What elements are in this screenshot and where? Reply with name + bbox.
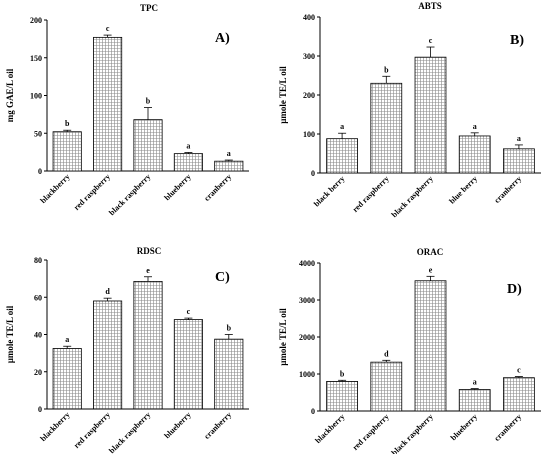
category-label: blueberry: [163, 172, 193, 202]
category-label: red raspberry: [351, 412, 391, 452]
y-tick-label: 4000: [299, 259, 315, 268]
chart-panel-orac: 0 1000 2000 3000 4000 ORAC D) µmole TE/L oil b bl…: [278, 247, 541, 454]
bar-3: [414, 56, 447, 174]
y-tick-label: 1000: [299, 370, 315, 379]
category-label: blackberry: [313, 412, 346, 445]
y-tick-label: 200: [30, 16, 42, 25]
significance-label: a: [340, 122, 344, 131]
category-label: blue berry: [447, 174, 479, 206]
bar-3: [133, 119, 163, 172]
bar-4: [458, 135, 491, 174]
y-tick-label: 400: [303, 13, 315, 22]
significance-label: d: [105, 287, 110, 296]
panel-letter: B): [510, 33, 524, 48]
category-label: black berry: [312, 174, 346, 208]
y-tick-label: 50: [34, 129, 42, 138]
category-label: blackberry: [39, 410, 72, 443]
panel-letter: D): [507, 282, 522, 297]
y-axis-label: mg GAE/L oil: [5, 68, 15, 122]
y-tick-label: 0: [38, 167, 42, 176]
y-tick-label: 40: [34, 331, 42, 340]
category-label: cranberry: [202, 410, 233, 441]
significance-label: d: [384, 349, 389, 358]
bar-4: [173, 153, 203, 172]
bar-1: [52, 348, 82, 410]
significance-label: a: [473, 122, 477, 131]
chart-title: RDSC: [137, 246, 162, 256]
y-tick-label: 100: [303, 130, 315, 139]
bar-1: [326, 138, 358, 174]
significance-label: b: [146, 97, 151, 106]
significance-label: b: [65, 119, 70, 128]
significance-label: b: [340, 369, 345, 378]
significance-label: a: [227, 149, 231, 158]
bar-5: [503, 148, 535, 174]
chart-title: ORAC: [417, 247, 444, 257]
category-label: red raspberry: [72, 410, 112, 450]
category-label: black raspberry: [390, 174, 435, 219]
chart-title: TPC: [140, 3, 158, 13]
significance-label: c: [187, 307, 191, 316]
category-label: black raspberry: [107, 172, 152, 217]
bar-2: [370, 361, 403, 412]
y-tick-label: 0: [311, 169, 315, 178]
chart-panel-tpc: 0 50 100 150 200 TPC A) mg GAE/L oil b blackberry…: [5, 3, 249, 217]
category-label: blueberry: [163, 410, 193, 440]
y-tick-label: 0: [38, 405, 42, 414]
significance-label: a: [65, 335, 69, 344]
y-tick-label: 0: [311, 407, 315, 416]
significance-label: c: [517, 366, 521, 375]
bar-1: [326, 380, 358, 412]
significance-label: c: [106, 24, 110, 33]
category-label: black raspberry: [107, 410, 152, 454]
bar-2: [370, 82, 403, 174]
significance-label: b: [227, 324, 232, 333]
y-tick-label: 100: [30, 92, 42, 101]
significance-label: c: [429, 36, 433, 45]
y-axis-label: µmole TE/L oil: [278, 308, 288, 366]
significance-label: a: [186, 142, 190, 151]
bar-3: [133, 281, 163, 410]
chart-panel-abts: 0 100 200 300 400 ABTS B) µmole TE/L oil a black …: [278, 1, 541, 219]
bar-4: [173, 319, 203, 410]
bar-4: [458, 389, 491, 412]
bar-2: [93, 36, 123, 172]
category-label: cranberry: [202, 172, 233, 203]
significance-label: e: [429, 265, 433, 274]
category-label: black raspberry: [390, 412, 435, 454]
panel-letter: C): [215, 270, 230, 285]
chart-title: ABTS: [418, 1, 442, 11]
significance-label: a: [517, 134, 521, 143]
bar-2: [93, 300, 123, 410]
y-tick-label: 60: [34, 293, 42, 302]
y-axis-label: µmole TE/L oil: [5, 305, 15, 363]
bar-3: [414, 280, 447, 412]
bar-1: [52, 131, 82, 172]
panel-letter: A): [215, 31, 230, 46]
y-tick-label: 20: [34, 368, 42, 377]
chart-panel-rdsc: 0 20 40 60 80 RDSC C) µmole TE/L oil a blackberry…: [5, 246, 249, 454]
y-tick-label: 200: [303, 91, 315, 100]
bar-5: [214, 338, 244, 410]
category-label: blackberry: [39, 172, 72, 205]
category-label: red raspberry: [72, 172, 112, 212]
y-tick-label: 300: [303, 52, 315, 61]
category-label: blueberry: [449, 412, 479, 442]
y-tick-label: 80: [34, 256, 42, 265]
category-label: cranberry: [492, 412, 523, 443]
y-tick-label: 150: [30, 54, 42, 63]
y-axis-label: µmole TE/L oil: [278, 66, 288, 124]
category-label: cranberry: [492, 174, 523, 205]
y-tick-label: 2000: [299, 333, 315, 342]
bar-5: [214, 160, 244, 172]
bar-5: [503, 377, 535, 412]
significance-label: e: [146, 266, 150, 275]
category-label: red raspberry: [351, 174, 391, 214]
significance-label: a: [473, 378, 477, 387]
y-tick-label: 3000: [299, 296, 315, 305]
significance-label: b: [384, 65, 389, 74]
